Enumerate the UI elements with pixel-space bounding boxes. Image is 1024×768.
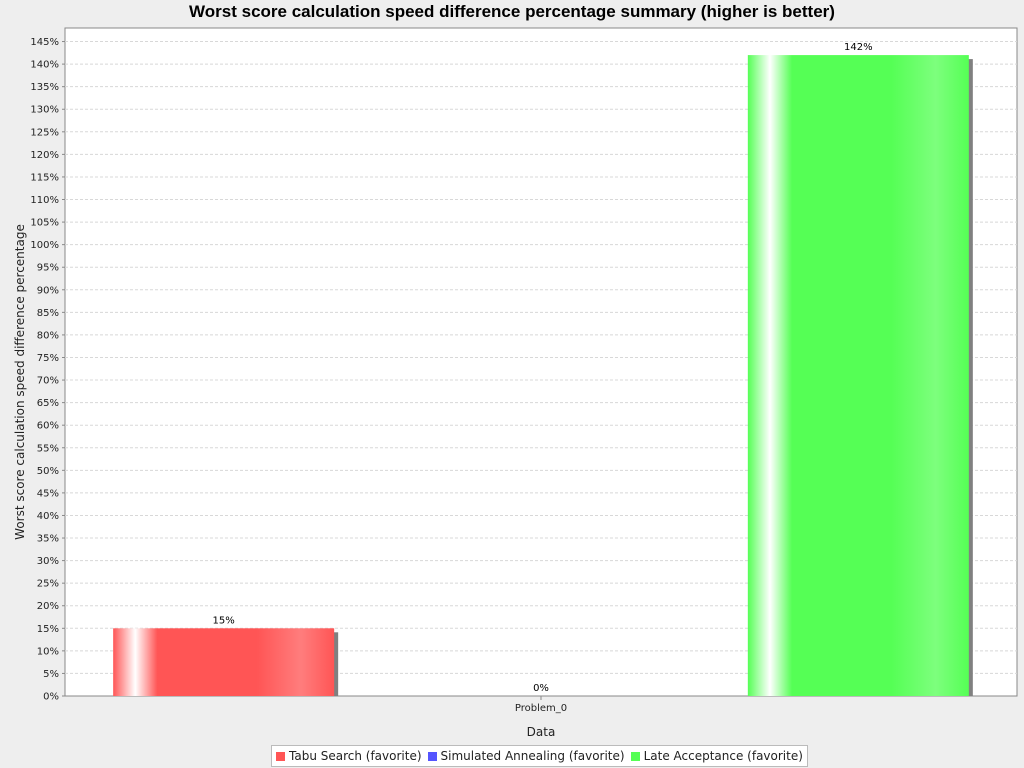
y-tick-label: 110% bbox=[30, 195, 59, 206]
y-tick-label: 75% bbox=[37, 353, 59, 364]
y-tick-label: 65% bbox=[37, 398, 59, 409]
y-tick-label: 55% bbox=[37, 443, 59, 454]
y-tick-label: 145% bbox=[30, 37, 59, 48]
chart-title: Worst score calculation speed difference… bbox=[189, 2, 835, 21]
y-tick-label: 50% bbox=[37, 466, 59, 477]
y-tick-label: 135% bbox=[30, 82, 59, 93]
y-tick-label: 85% bbox=[37, 308, 59, 319]
y-tick-label: 90% bbox=[37, 285, 59, 296]
legend-label: Late Acceptance (favorite) bbox=[643, 749, 803, 763]
y-tick-label: 25% bbox=[37, 579, 59, 590]
legend-item: Simulated Annealing (favorite) bbox=[427, 749, 625, 763]
bar-2 bbox=[747, 55, 969, 697]
y-tick-label: 130% bbox=[30, 105, 59, 116]
y-tick-label: 20% bbox=[37, 601, 59, 612]
legend-label: Tabu Search (favorite) bbox=[289, 749, 422, 763]
y-tick-label: 45% bbox=[37, 488, 59, 499]
y-tick-label: 120% bbox=[30, 150, 59, 161]
legend-item: Late Acceptance (favorite) bbox=[630, 749, 803, 763]
y-tick-label: 0% bbox=[43, 692, 59, 703]
legend: Tabu Search (favorite) Simulated Annealin… bbox=[271, 745, 808, 767]
y-tick-label: 30% bbox=[37, 556, 59, 567]
bar-value-label: 0% bbox=[533, 683, 549, 694]
y-axis-title: Worst score calculation speed difference… bbox=[13, 224, 27, 540]
y-tick-label: 60% bbox=[37, 421, 59, 432]
y-tick-label: 70% bbox=[37, 376, 59, 387]
y-tick-label: 15% bbox=[37, 624, 59, 635]
legend-swatch bbox=[276, 751, 285, 761]
bar-value-label: 15% bbox=[213, 615, 235, 626]
bar-value-label: 142% bbox=[844, 42, 873, 53]
y-tick-label: 105% bbox=[30, 218, 59, 229]
legend-swatch bbox=[630, 751, 640, 761]
y-tick-label: 80% bbox=[37, 330, 59, 341]
y-tick-label: 10% bbox=[37, 646, 59, 657]
x-axis-title: Data bbox=[527, 725, 556, 739]
bar-0 bbox=[113, 628, 335, 696]
legend-label: Simulated Annealing (favorite) bbox=[440, 749, 625, 763]
legend-item: Tabu Search (favorite) bbox=[276, 749, 422, 763]
y-tick-label: 40% bbox=[37, 511, 59, 522]
y-tick-label: 125% bbox=[30, 127, 59, 138]
y-tick-label: 95% bbox=[37, 263, 59, 274]
legend-swatch bbox=[427, 751, 437, 761]
y-tick-label: 115% bbox=[30, 172, 59, 183]
y-tick-label: 100% bbox=[30, 240, 59, 251]
y-tick-label: 140% bbox=[30, 60, 59, 71]
y-tick-label: 5% bbox=[43, 669, 59, 680]
y-tick-label: 35% bbox=[37, 534, 59, 545]
x-tick-label: Problem_0 bbox=[515, 703, 567, 714]
